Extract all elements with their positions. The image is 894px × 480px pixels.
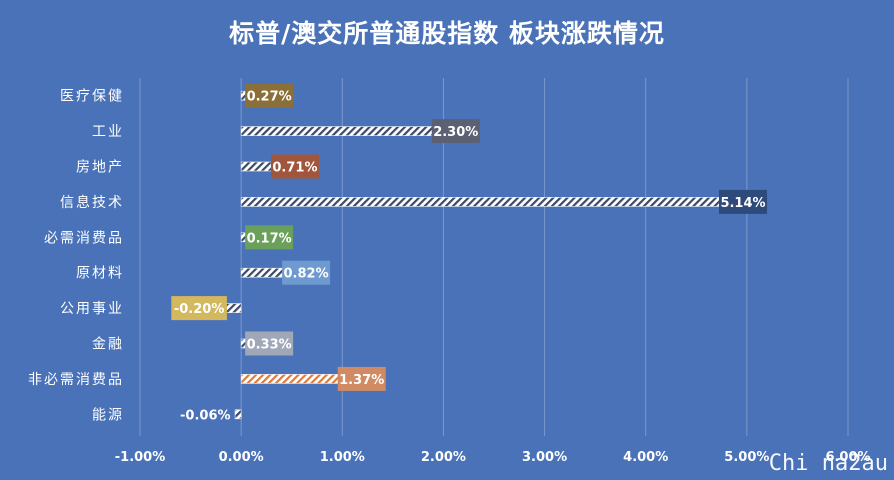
data-label: -0.06% <box>180 408 231 423</box>
data-label: 5.14% <box>720 196 765 211</box>
x-tick-label: 3.00% <box>522 450 567 465</box>
category-label: 能源 <box>92 407 124 423</box>
bars <box>220 90 762 420</box>
category-label: 房地产 <box>76 160 124 176</box>
category-label: 工业 <box>92 124 124 140</box>
data-label: 0.71% <box>272 161 317 176</box>
chart-title: 标普/澳交所普通股指数 板块涨跌情况 <box>229 19 665 48</box>
data-label: 2.30% <box>433 125 478 140</box>
data-label: -0.20% <box>174 302 225 317</box>
data-label-box <box>245 83 294 108</box>
data-label-box <box>431 119 480 144</box>
bar <box>240 197 762 207</box>
data-label-box <box>171 296 227 321</box>
x-tick-label: 4.00% <box>623 450 668 465</box>
category-label: 医疗保健 <box>60 89 124 105</box>
data-label-box <box>719 189 768 214</box>
category-label: 金融 <box>92 337 124 353</box>
category-label: 非必需消费品 <box>28 372 124 388</box>
x-tick-labels: -1.00% 0.00% 1.00% 2.00% 3.00% 4.00% 5.00% 6.00… <box>115 450 871 465</box>
data-label: 1.37% <box>339 373 384 388</box>
data-labels: 0.27% 2.30% 0.71% 5.14% 0.17% 0.82% -0.20% 0.33… <box>171 83 768 423</box>
data-label-box <box>270 154 319 179</box>
data-label-box <box>337 366 386 391</box>
x-tick-label: 6.00% <box>825 450 870 465</box>
data-label-box <box>245 225 294 250</box>
x-tick-label: 5.00% <box>724 450 769 465</box>
bar <box>234 409 242 420</box>
x-tick-label: 1.00% <box>320 450 365 465</box>
category-label: 原材料 <box>76 266 124 282</box>
data-label: 0.82% <box>284 267 329 282</box>
category-label: 信息技术 <box>60 194 124 211</box>
x-tick-label: 0.00% <box>219 450 264 465</box>
x-tick-label: 2.00% <box>421 450 466 465</box>
data-label-box <box>245 331 294 356</box>
category-label: 公用事业 <box>60 301 124 317</box>
data-label: 0.33% <box>247 338 292 353</box>
data-label: 0.27% <box>247 90 292 105</box>
watermark: Chi na2au <box>768 451 888 476</box>
category-label: 必需消费品 <box>44 230 124 246</box>
data-label-box <box>282 260 331 285</box>
x-tick-label: -1.00% <box>115 450 166 465</box>
data-label: 0.17% <box>247 231 292 246</box>
